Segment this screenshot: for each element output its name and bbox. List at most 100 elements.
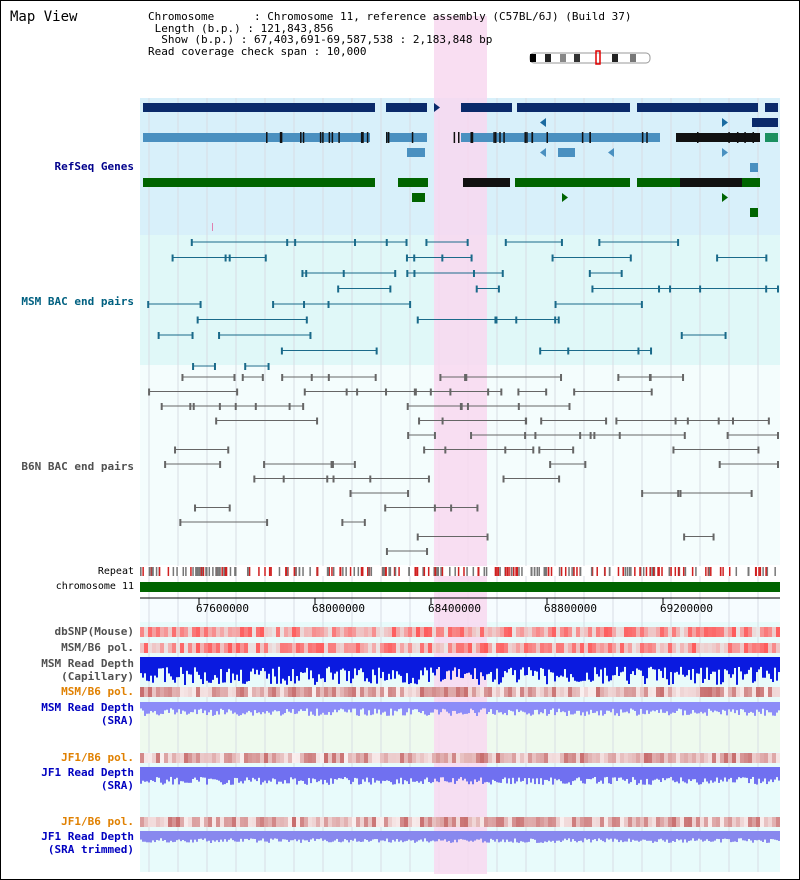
- track-label-b6n-bac[interactable]: B6N BAC end pairs: [21, 460, 134, 473]
- heat-cell: [720, 627, 724, 637]
- track-label-msm-read-depth-capillary[interactable]: MSM Read Depth: [41, 657, 134, 670]
- track-label-refseq[interactable]: RefSeq Genes: [54, 160, 134, 173]
- track-label-dbsnp[interactable]: dbSNP(Mouse): [54, 625, 134, 638]
- b6n-bac-pair-end: [385, 548, 388, 555]
- repeat-mark: [248, 567, 251, 576]
- repeat-mark: [268, 567, 271, 576]
- read-depth-bar: [314, 657, 316, 685]
- heat-cell: [632, 753, 636, 763]
- track-label-msm-b6-pol-2[interactable]: MSM/B6 pol.: [61, 685, 134, 698]
- heat-cell: [640, 627, 644, 637]
- read-depth-bar: [664, 831, 666, 842]
- read-depth-bar: [394, 657, 396, 679]
- read-depth-bar: [708, 767, 710, 784]
- repeat-mark: [331, 567, 333, 576]
- read-depth-bar: [264, 831, 266, 842]
- read-depth-bar: [512, 702, 514, 712]
- read-depth-bar: [328, 831, 330, 843]
- exon-mark: [495, 132, 497, 143]
- read-depth-bar: [296, 702, 298, 714]
- read-depth-bar: [418, 657, 420, 680]
- read-depth-bar: [194, 657, 196, 668]
- track-label-jf1-read-depth-sra[interactable]: JF1 Read Depth: [41, 766, 134, 779]
- heat-cell: [304, 817, 308, 827]
- heat-cell: [476, 817, 480, 827]
- track-label-jf1-b6-pol-2[interactable]: JF1/B6 pol.: [61, 815, 134, 828]
- read-depth-bar: [620, 831, 622, 841]
- heat-cell: [628, 627, 632, 637]
- read-depth-bar: [632, 657, 634, 672]
- read-depth-bar: [544, 657, 546, 676]
- repeat-mark: [766, 567, 769, 576]
- b6n-bac-pair-end: [777, 461, 779, 468]
- heat-cell: [512, 687, 516, 697]
- read-depth-bar: [598, 831, 600, 839]
- b6n-bac-pair-end: [558, 475, 561, 483]
- read-depth-bar: [504, 767, 506, 778]
- read-depth-bar: [192, 767, 194, 779]
- read-depth-bar: [302, 657, 304, 673]
- track-label-msm-read-depth-sra[interactable]: MSM Read Depth: [41, 701, 134, 714]
- read-depth-bar: [348, 767, 350, 781]
- read-depth-bar: [654, 831, 656, 842]
- heat-cell: [484, 687, 488, 697]
- read-depth-bar: [642, 767, 644, 785]
- read-depth-bar: [298, 831, 300, 840]
- read-depth-bar: [210, 831, 212, 843]
- track-label-msm-bac[interactable]: MSM BAC end pairs: [21, 295, 134, 308]
- read-depth-bar: [230, 767, 232, 785]
- read-depth-bar: [152, 702, 154, 713]
- read-depth-bar: [414, 831, 416, 843]
- heat-cell: [440, 753, 444, 763]
- heat-cell: [392, 643, 396, 653]
- read-depth-bar: [504, 831, 506, 843]
- read-depth-bar: [376, 831, 378, 840]
- read-depth-bar: [146, 767, 148, 782]
- b6n-bac-pair-end: [449, 388, 452, 396]
- read-depth-bar: [712, 657, 714, 672]
- read-depth-bar: [160, 767, 162, 783]
- heat-cell: [376, 817, 380, 827]
- heat-cell: [724, 627, 728, 637]
- heat-cell: [616, 687, 620, 697]
- read-depth-bar: [280, 767, 282, 782]
- read-depth-bar: [474, 767, 476, 780]
- heat-cell: [656, 753, 660, 763]
- msm-bac-pair-end: [199, 301, 202, 308]
- read-depth-bar: [520, 831, 522, 842]
- read-depth-bar: [428, 702, 430, 716]
- heat-cell: [228, 687, 232, 697]
- b6n-bac-pair-end: [423, 446, 426, 454]
- read-depth-bar: [322, 702, 324, 713]
- heat-cell: [532, 627, 536, 637]
- read-depth-bar: [472, 657, 474, 679]
- heat-cell: [532, 643, 536, 653]
- heat-cell: [236, 627, 240, 637]
- track-label-msm-b6-pol-1[interactable]: MSM/B6 pol.: [61, 641, 134, 654]
- read-depth-bar: [308, 702, 310, 716]
- heat-cell: [236, 643, 240, 653]
- read-depth-bar: [212, 657, 214, 680]
- read-depth-bar: [656, 702, 658, 711]
- read-depth-bar: [372, 831, 374, 840]
- read-depth-bar: [410, 767, 412, 779]
- heat-cell: [652, 627, 656, 637]
- heat-cell: [552, 687, 556, 697]
- read-depth-bar: [592, 831, 594, 840]
- refseq-gene: [463, 178, 510, 187]
- heat-cell: [504, 817, 508, 827]
- read-depth-bar: [668, 831, 670, 843]
- read-depth-bar: [362, 831, 364, 842]
- read-depth-bar: [692, 657, 694, 669]
- read-depth-bar: [370, 767, 372, 785]
- read-depth-bar: [434, 657, 436, 676]
- heat-cell: [704, 817, 708, 827]
- read-depth-bar: [556, 657, 558, 676]
- track-label-repeat[interactable]: Repeat: [97, 566, 134, 577]
- heat-cell: [360, 753, 364, 763]
- heat-cell: [264, 643, 268, 653]
- track-label-jf1-read-depth-trimmed[interactable]: JF1 Read Depth: [41, 830, 134, 843]
- heat-cell: [612, 753, 616, 763]
- heat-cell: [276, 753, 280, 763]
- track-label-jf1-b6-pol-1[interactable]: JF1/B6 pol.: [61, 751, 134, 764]
